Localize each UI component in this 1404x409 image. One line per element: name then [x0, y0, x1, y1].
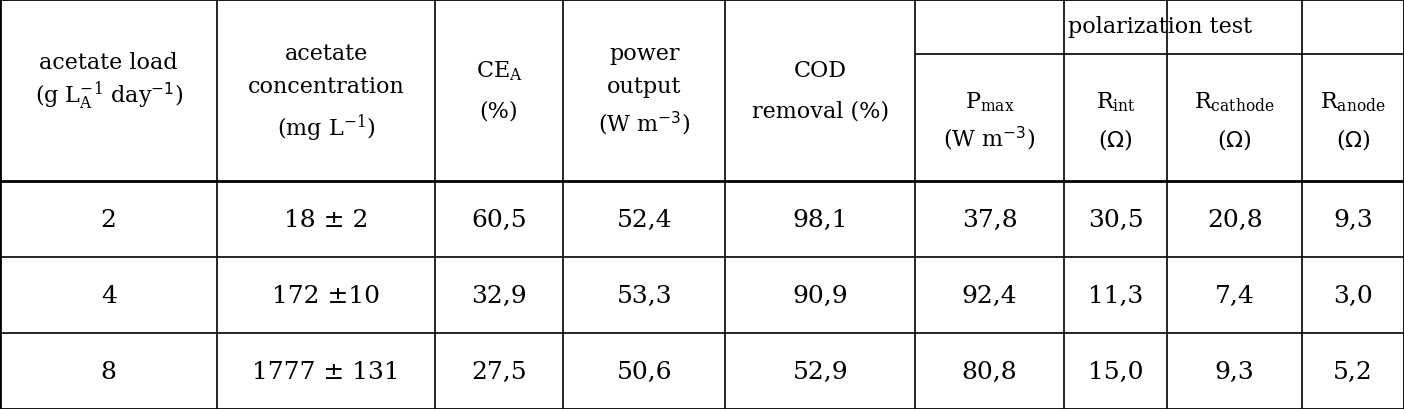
Text: 20,8: 20,8 — [1207, 208, 1262, 231]
Text: 2: 2 — [101, 208, 117, 231]
Text: (g $\mathdefault{L_A^{-1}}$ day$^{-1}$): (g $\mathdefault{L_A^{-1}}$ day$^{-1}$) — [35, 79, 183, 111]
Text: 30,5: 30,5 — [1088, 208, 1143, 231]
Text: 18 ± 2: 18 ± 2 — [284, 208, 368, 231]
Text: 80,8: 80,8 — [962, 360, 1018, 383]
Text: ($\Omega$): ($\Omega$) — [1217, 126, 1252, 151]
Text: 9,3: 9,3 — [1334, 208, 1373, 231]
Text: power: power — [609, 43, 680, 65]
Text: 53,3: 53,3 — [616, 284, 673, 307]
Text: polarization test: polarization test — [1067, 16, 1252, 38]
Text: $\mathdefault{R_{int}}$: $\mathdefault{R_{int}}$ — [1095, 90, 1136, 114]
Text: 172 ±10: 172 ±10 — [272, 284, 380, 307]
Text: 60,5: 60,5 — [472, 208, 526, 231]
Text: $\mathdefault{CE_A}$: $\mathdefault{CE_A}$ — [476, 59, 522, 82]
Text: 3,0: 3,0 — [1334, 284, 1373, 307]
Text: 5,2: 5,2 — [1334, 360, 1373, 383]
Text: 27,5: 27,5 — [472, 360, 526, 383]
Text: 50,6: 50,6 — [616, 360, 673, 383]
Text: $\mathdefault{P_{max}}$: $\mathdefault{P_{max}}$ — [965, 90, 1015, 114]
Text: acetate load: acetate load — [39, 52, 178, 73]
Text: 37,8: 37,8 — [962, 208, 1018, 231]
Text: 11,3: 11,3 — [1088, 284, 1143, 307]
Text: 52,4: 52,4 — [616, 208, 673, 231]
Text: $\mathdefault{R_{anode}}$: $\mathdefault{R_{anode}}$ — [1320, 90, 1386, 114]
Text: output: output — [607, 76, 681, 98]
Text: (W m$^{-3}$): (W m$^{-3}$) — [943, 125, 1036, 153]
Text: 15,0: 15,0 — [1088, 360, 1143, 383]
Text: COD: COD — [793, 60, 847, 81]
Text: 9,3: 9,3 — [1214, 360, 1255, 383]
Text: removal (%): removal (%) — [751, 101, 889, 122]
Text: (mg $\mathdefault{L^{-1}}$): (mg $\mathdefault{L^{-1}}$) — [277, 112, 375, 144]
Text: $\mathdefault{R_{cathode}}$: $\mathdefault{R_{cathode}}$ — [1195, 90, 1275, 114]
Text: ($\Omega$): ($\Omega$) — [1098, 126, 1133, 151]
Text: ($\Omega$): ($\Omega$) — [1335, 126, 1370, 151]
Text: 7,4: 7,4 — [1214, 284, 1255, 307]
Text: 90,9: 90,9 — [793, 284, 848, 307]
Text: 32,9: 32,9 — [472, 284, 526, 307]
Text: concentration: concentration — [249, 76, 404, 98]
Text: 4: 4 — [101, 284, 117, 307]
Text: (%): (%) — [480, 101, 518, 122]
Text: 92,4: 92,4 — [962, 284, 1018, 307]
Text: 1777 ± 131: 1777 ± 131 — [253, 360, 400, 383]
Text: acetate: acetate — [285, 43, 368, 65]
Text: 8: 8 — [101, 360, 117, 383]
Text: (W m$^{-3}$): (W m$^{-3}$) — [598, 110, 691, 138]
Text: 98,1: 98,1 — [793, 208, 848, 231]
Text: 52,9: 52,9 — [793, 360, 848, 383]
